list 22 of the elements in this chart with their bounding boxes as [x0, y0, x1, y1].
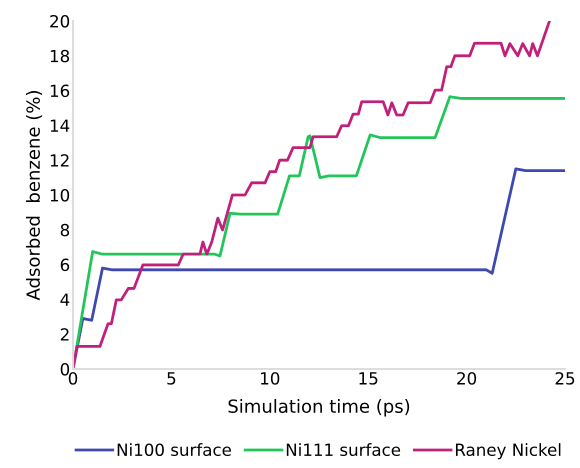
y-tick-label: 2: [60, 328, 69, 341]
legend-label: Ni100 surface: [118, 443, 231, 456]
x-tick-label: 0: [68, 372, 78, 385]
legend-label: Ni111 surface: [286, 443, 400, 456]
x-tick-label: 25: [556, 372, 574, 385]
y-tick-label: 0: [60, 362, 70, 376]
y-tick-label: 6: [60, 258, 70, 272]
y-tick-label: 12: [50, 154, 69, 167]
y-tick-label: 10: [50, 188, 70, 202]
x-tick-label: 15: [359, 372, 378, 385]
x-axis-title: Simulation time (ps): [228, 399, 410, 416]
y-tick-label: 8: [60, 224, 70, 236]
x-tick-label: 10: [261, 372, 280, 385]
x-tick-label: 5: [167, 372, 176, 385]
x-tick-label: 20: [457, 372, 476, 385]
legend-label: Raney Nickel: [456, 443, 560, 460]
y-axis-title: Adsorbed benzene (%): [26, 91, 42, 300]
y-tick-label: 16: [50, 84, 70, 98]
y-tick-label: 20: [50, 14, 70, 28]
y-tick-label: 4: [60, 294, 70, 306]
y-tick-label: 18: [50, 50, 70, 62]
y-tick-label: 14: [50, 120, 70, 132]
